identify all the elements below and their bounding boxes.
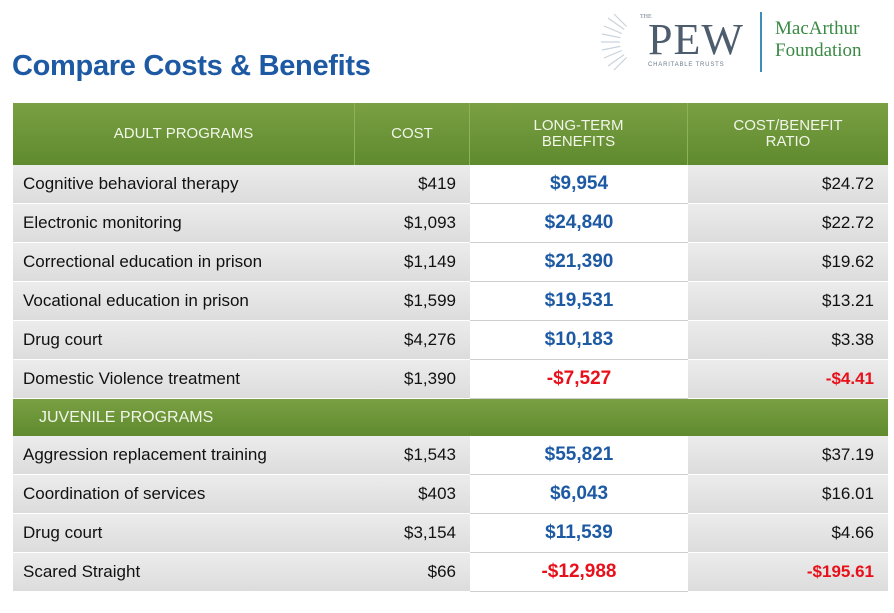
table-row: Correctional education in prison $1,149 $2… — [13, 243, 888, 282]
table-row: Coordination of services $403 $6,043 $16.01 — [13, 475, 888, 514]
table-cell: $419 — [355, 165, 470, 204]
table-cell: $4.66 — [688, 514, 888, 553]
table-cell: $37.19 — [688, 436, 888, 475]
table-cell: Drug court — [13, 321, 355, 360]
logo-text: CHARITABLE TRUSTS — [648, 62, 725, 68]
logo-text: PEW — [648, 15, 744, 64]
table-cell: Scared Straight — [13, 553, 355, 592]
table-row: Vocational education in prison $1,599 $19,… — [13, 282, 888, 321]
logo-text: Foundation — [775, 40, 862, 61]
column-header: ADULT PROGRAMS — [13, 103, 355, 165]
table-cell: $66 — [355, 553, 470, 592]
section-header: JUVENILE PROGRAMS — [39, 408, 214, 426]
table-row: Drug court $4,276 $10,183 $3.38 — [13, 321, 888, 360]
table-cell: $4,276 — [355, 321, 470, 360]
column-header: COST — [355, 103, 470, 165]
table-cell: $403 — [355, 475, 470, 514]
slide-title: Compare Costs & Benefits — [12, 50, 371, 82]
header-row: ADULT PROGRAMS COST LONG-TERM BENEFITS COST… — [13, 103, 888, 165]
table-row: Cognitive behavioral therapy $419 $9,954 $2… — [13, 165, 888, 204]
table-cell: Electronic monitoring — [13, 204, 355, 243]
table-cell: $19,531 — [470, 282, 688, 321]
table-cell: $6,043 — [470, 475, 688, 514]
table-cell: $1,093 — [355, 204, 470, 243]
table-cell: Aggression replacement training — [13, 436, 355, 475]
table-cell: $10,183 — [470, 321, 688, 360]
table-cell: -$7,527 — [470, 360, 688, 399]
logo-divider — [760, 12, 762, 72]
column-header: COST/BENEFIT RATIO — [688, 103, 888, 165]
table-cell: $1,543 — [355, 436, 470, 475]
table-row: Electronic monitoring $1,093 $24,840 $22.72 — [13, 204, 888, 243]
table-cell: $13.21 — [688, 282, 888, 321]
table-cell: $3,154 — [355, 514, 470, 553]
table-cell: Coordination of services — [13, 475, 355, 514]
table-cell: -$195.61 — [688, 553, 888, 592]
table-cell: Drug court — [13, 514, 355, 553]
table-cell: $16.01 — [688, 475, 888, 514]
table-cell: $55,821 — [470, 436, 688, 475]
table-cell: $19.62 — [688, 243, 888, 282]
table-cell: $22.72 — [688, 204, 888, 243]
table-cell: Domestic Violence treatment — [13, 360, 355, 399]
section-row: JUVENILE PROGRAMS — [13, 399, 888, 436]
table-row: Aggression replacement training $1,543 $55… — [13, 436, 888, 475]
table-row: Domestic Violence treatment $1,390 -$7,527… — [13, 360, 888, 399]
column-header: LONG-TERM BENEFITS — [470, 103, 688, 165]
table-cell: -$12,988 — [470, 553, 688, 592]
table-cell: $1,599 — [355, 282, 470, 321]
table-cell: Correctional education in prison — [13, 243, 355, 282]
table-cell: $11,539 — [470, 514, 688, 553]
logo-text: THE — [640, 14, 652, 20]
table-cell: $3.38 — [688, 321, 888, 360]
logo-text: MacArthur — [775, 18, 860, 39]
table-cell: $1,390 — [355, 360, 470, 399]
table-cell: $24.72 — [688, 165, 888, 204]
table-cell: -$4.41 — [688, 360, 888, 399]
table-cell: $1,149 — [355, 243, 470, 282]
table-cell: $24,840 — [470, 204, 688, 243]
table-cell: Cognitive behavioral therapy — [13, 165, 355, 204]
table-cell: $21,390 — [470, 243, 688, 282]
pew-logo-mark — [601, 13, 642, 71]
table-row: Drug court $3,154 $11,539 $4.66 — [13, 514, 888, 553]
table-cell: Vocational education in prison — [13, 282, 355, 321]
table-row: Scared Straight $66 -$12,988 -$195.61 — [13, 553, 888, 592]
table-cell: $9,954 — [470, 165, 688, 204]
